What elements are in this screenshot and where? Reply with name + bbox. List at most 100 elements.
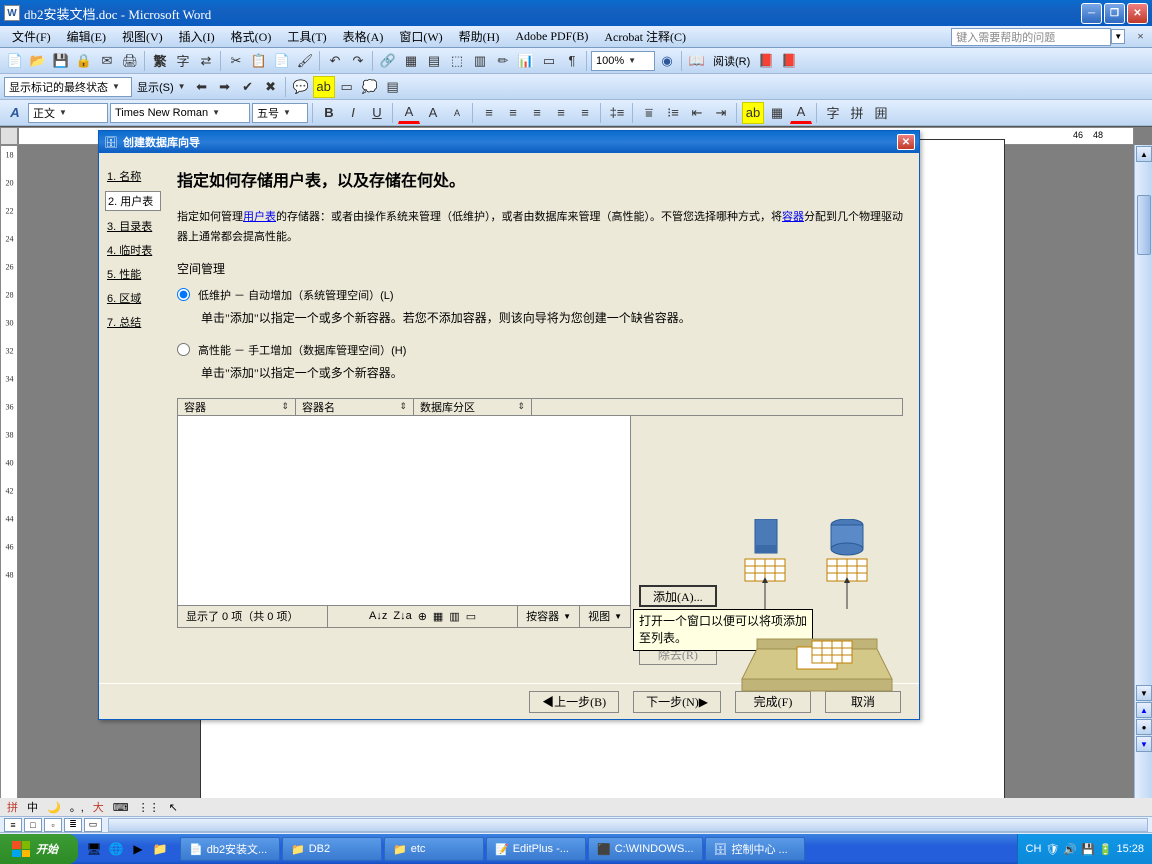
system-tray[interactable]: CH 🛡 🔊 💾 🔋 15:28	[1017, 834, 1152, 864]
table-body[interactable]	[177, 416, 631, 606]
vertical-ruler[interactable]: 18202224262830323436384042444648	[0, 145, 18, 803]
chart-icon[interactable]: 📊	[515, 50, 537, 72]
nav-step-3[interactable]: 3. 目录表	[105, 217, 161, 235]
close-help-icon[interactable]: ×	[1133, 29, 1148, 44]
font-grow-icon[interactable]: A	[422, 102, 444, 124]
help-dropdown-icon[interactable]: ▼	[1111, 29, 1125, 44]
line-spacing-icon[interactable]: ‡≡	[606, 102, 628, 124]
highlight-review-icon[interactable]: ab	[313, 76, 335, 98]
nav-step-4[interactable]: 4. 临时表	[105, 241, 161, 259]
cut-icon[interactable]: ✂	[225, 50, 247, 72]
menu-table[interactable]: 表格(A)	[335, 26, 392, 47]
menu-view[interactable]: 视图(V)	[114, 26, 171, 47]
ime-keyboard-icon[interactable]: ⌨	[110, 801, 132, 814]
tray-icon1[interactable]: 🛡	[1045, 843, 1059, 856]
radio-high-performance[interactable]	[177, 343, 190, 356]
drawing-icon[interactable]: ✏	[492, 50, 514, 72]
align-center-icon[interactable]: ≡	[502, 102, 524, 124]
col-db-partition[interactable]: 数据库分区⇕	[414, 399, 532, 415]
align-justify-icon[interactable]: ≡	[550, 102, 572, 124]
sort-az-icon[interactable]: A↓z	[369, 610, 387, 622]
tray-icon4[interactable]: 🔋	[1099, 843, 1113, 856]
table-icon[interactable]: ▦	[400, 50, 422, 72]
font-color-icon[interactable]: A	[790, 102, 812, 124]
next-change-icon[interactable]: ➡	[214, 76, 236, 98]
show-button[interactable]: 显示(S)▼	[133, 77, 190, 97]
footer-view[interactable]: 视图▼	[580, 606, 630, 627]
ql-player-icon[interactable]: ▶	[128, 838, 148, 860]
ql-explorer-icon[interactable]: 📁	[150, 838, 170, 860]
redo-icon[interactable]: ↷	[347, 50, 369, 72]
align-left-icon[interactable]: ≡	[478, 102, 500, 124]
ql-ie-icon[interactable]: 🌐	[106, 838, 126, 860]
open-icon[interactable]: 📂	[27, 50, 49, 72]
columns-icon[interactable]: ▥	[469, 50, 491, 72]
footer-sort-tools[interactable]: A↓z Z↓a ⊕ ▦ ▥ ▭	[328, 606, 518, 627]
tray-icon2[interactable]: 🔊	[1063, 843, 1077, 856]
close-button[interactable]: ✕	[1127, 3, 1148, 24]
font-shrink-icon[interactable]: A	[446, 102, 468, 124]
markup-state-combo[interactable]: 显示标记的最终状态▼	[4, 77, 132, 97]
undo-icon[interactable]: ↶	[324, 50, 346, 72]
ime-icon[interactable]: 拼	[4, 799, 21, 815]
font-combo[interactable]: Times New Roman▼	[110, 103, 250, 123]
tray-time[interactable]: 15:28	[1116, 843, 1144, 855]
zoom-combo[interactable]: 100%▼	[591, 51, 655, 71]
border-icon[interactable]: ▦	[766, 102, 788, 124]
paste-icon[interactable]: 📄	[271, 50, 293, 72]
numbering-icon[interactable]: ⩸	[638, 102, 660, 124]
select-icon[interactable]: ▭	[466, 610, 476, 623]
asian-layout-icon[interactable]: 字	[822, 102, 844, 124]
cancel-button[interactable]: 取消	[825, 691, 901, 713]
help-search-input[interactable]	[951, 28, 1111, 46]
size-combo[interactable]: 五号▼	[252, 103, 308, 123]
expand-icon[interactable]: ⊕	[418, 610, 427, 623]
web-view-icon[interactable]: □	[24, 818, 42, 832]
col-container-name[interactable]: 容器名⇕	[296, 399, 414, 415]
new-icon[interactable]: 📄	[4, 50, 26, 72]
menu-format[interactable]: 格式(O)	[223, 26, 280, 47]
save-icon[interactable]: 💾	[50, 50, 72, 72]
pdf2-icon[interactable]: 📕	[778, 50, 800, 72]
menu-tools[interactable]: 工具(T)	[279, 26, 334, 47]
comment-icon[interactable]: 💬	[290, 76, 312, 98]
show-hide-icon[interactable]: ¶	[561, 50, 583, 72]
menu-acrobat[interactable]: Acrobat 注释(C)	[596, 26, 694, 47]
distribute-icon[interactable]: ≡	[574, 102, 596, 124]
dialog-close-button[interactable]: ✕	[897, 134, 915, 150]
underline-icon[interactable]: U	[366, 102, 388, 124]
enclose-icon[interactable]: 囲	[870, 102, 892, 124]
indent-icon[interactable]: ⇥	[710, 102, 732, 124]
doc-map-icon[interactable]: ▭	[538, 50, 560, 72]
start-button[interactable]: 开始	[0, 834, 78, 864]
traditional-icon[interactable]: 繁	[149, 50, 171, 72]
reject-icon[interactable]: ✖	[260, 76, 282, 98]
link-user-table[interactable]: 用户表	[243, 211, 276, 223]
task-editplus[interactable]: 📝EditPlus -...	[486, 837, 586, 861]
horizontal-scrollbar[interactable]	[108, 818, 1148, 832]
insert-icon[interactable]: ⬚	[446, 50, 468, 72]
font-color-a-icon[interactable]: A	[398, 102, 420, 124]
phonetic-icon[interactable]: 拼	[846, 102, 868, 124]
back-button[interactable]: ◀上一步(B)	[529, 691, 619, 713]
menu-window[interactable]: 窗口(W)	[391, 26, 450, 47]
nav-step-6[interactable]: 6. 区域	[105, 289, 161, 307]
styles-icon[interactable]: A	[4, 102, 26, 124]
scroll-thumb[interactable]	[1137, 195, 1151, 255]
accept-icon[interactable]: ✔	[237, 76, 259, 98]
menu-help[interactable]: 帮助(H)	[451, 26, 508, 47]
select-browse-icon[interactable]: ●	[1136, 719, 1152, 735]
tray-lang[interactable]: CH	[1026, 843, 1042, 855]
scroll-up-icon[interactable]: ▲	[1136, 146, 1152, 162]
task-etc[interactable]: 📁etc	[384, 837, 484, 861]
next-page-icon[interactable]: ▼	[1136, 736, 1152, 752]
bullets-icon[interactable]: ⁝≡	[662, 102, 684, 124]
ime-punct-icon[interactable]: 。,	[67, 799, 87, 815]
ql-desktop-icon[interactable]: 🖥	[84, 838, 104, 860]
hyperlink-icon[interactable]: 🔗	[377, 50, 399, 72]
pdf1-icon[interactable]: 📕	[755, 50, 777, 72]
ime-large-icon[interactable]: 大	[90, 799, 107, 815]
mail-icon[interactable]: ✉	[96, 50, 118, 72]
filter-icon[interactable]: ▦	[433, 610, 443, 623]
track-icon[interactable]: ▭	[336, 76, 358, 98]
